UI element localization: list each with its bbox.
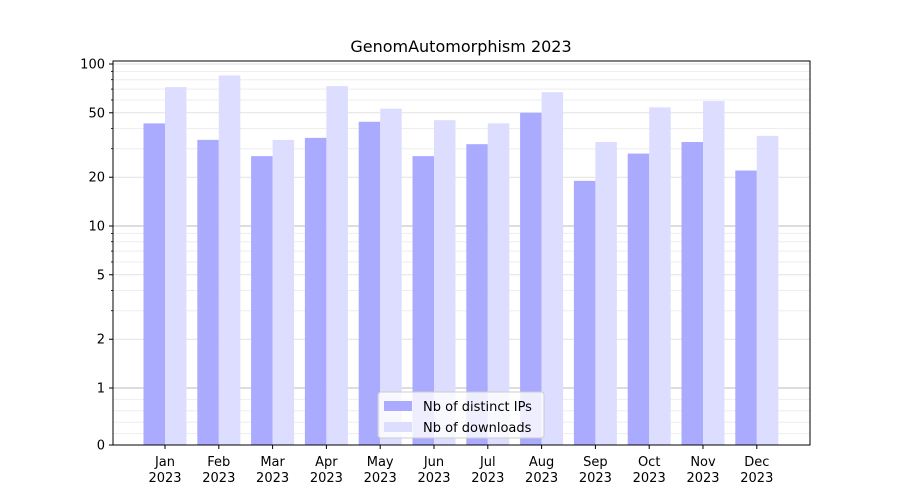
chart-title: GenomAutomorphism 2023 — [350, 37, 571, 56]
bar-downloads — [434, 120, 456, 446]
y-tick-label: 100 — [80, 58, 105, 73]
x-tick-label: Dec 2023 — [740, 455, 773, 486]
x-tick-label: Sep 2023 — [579, 455, 612, 486]
axes-layer: 0 1 2 5 10 20 50 100 Jan 2023 Feb 2023 Mar 2023 Apr 202… — [80, 58, 811, 486]
x-tick-label: Apr 2023 — [310, 455, 343, 486]
bar-distinct-ips — [197, 139, 219, 445]
legend-label: Nb of downloads — [423, 421, 532, 436]
y-tick-label: 1 — [97, 382, 105, 397]
bar-distinct-ips — [143, 123, 165, 445]
bar-distinct-ips — [520, 112, 542, 446]
bar-downloads — [595, 142, 617, 446]
bar-distinct-ips — [735, 170, 757, 445]
legend-swatch — [384, 401, 412, 411]
x-tick-label: Jul 2023 — [471, 455, 504, 486]
x-tick-label: May 2023 — [364, 455, 397, 486]
bar-downloads — [326, 86, 348, 445]
axes-frame — [112, 60, 811, 446]
y-tick-label: 2 — [97, 333, 105, 348]
x-tick-label: Jan 2023 — [148, 455, 181, 486]
bar-downloads — [756, 135, 779, 445]
legend-box — [377, 391, 545, 439]
legend-label: Nb of distinct IPs — [423, 400, 532, 415]
bar-distinct-ips — [627, 153, 650, 445]
bar-distinct-ips — [573, 180, 596, 445]
bar-distinct-ips — [466, 144, 488, 445]
x-tick-label: Oct 2023 — [633, 455, 666, 486]
bar-distinct-ips — [358, 121, 381, 445]
y-tick-label: 50 — [88, 106, 105, 121]
bar-downloads — [165, 87, 187, 446]
bar-distinct-ips — [412, 156, 434, 445]
bar-distinct-ips — [681, 142, 703, 446]
bar-downloads — [218, 75, 241, 445]
bar-downloads — [649, 107, 671, 446]
x-tick-label: Feb 2023 — [202, 455, 235, 486]
bar-distinct-ips — [304, 137, 327, 446]
bar-distinct-ips — [251, 156, 273, 445]
x-tick-label: Mar 2023 — [256, 455, 289, 486]
x-tick-label: Aug 2023 — [525, 455, 558, 486]
bar-downloads — [380, 108, 402, 446]
y-tick-label: 10 — [88, 220, 105, 235]
x-tick-label: Jun 2023 — [417, 455, 450, 486]
bar-downloads — [703, 101, 725, 445]
y-tick-label: 5 — [97, 268, 105, 283]
legend-swatch — [384, 422, 412, 432]
bar-downloads — [487, 123, 510, 445]
y-tick-label: 0 — [97, 439, 105, 454]
bar-downloads — [272, 139, 295, 445]
bar-downloads — [541, 92, 564, 446]
legend: Nb of distinct IPs Nb of downloads — [377, 391, 545, 439]
x-tick-label: Nov 2023 — [686, 455, 719, 486]
bars-layer — [143, 75, 779, 446]
y-tick-label: 20 — [88, 171, 105, 186]
